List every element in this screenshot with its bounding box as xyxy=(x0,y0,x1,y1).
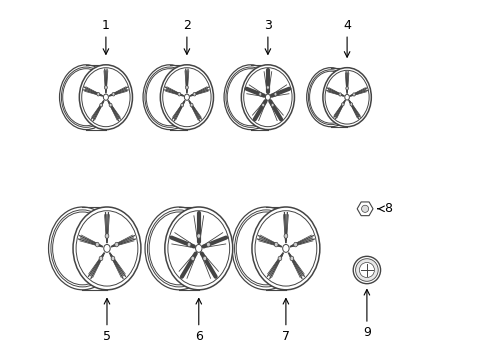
Ellipse shape xyxy=(105,234,109,238)
Ellipse shape xyxy=(104,86,107,89)
Ellipse shape xyxy=(103,94,108,100)
Ellipse shape xyxy=(261,103,264,107)
Text: 1: 1 xyxy=(102,19,110,32)
Ellipse shape xyxy=(79,65,132,130)
Ellipse shape xyxy=(112,93,115,96)
Ellipse shape xyxy=(278,256,281,261)
Ellipse shape xyxy=(274,242,278,247)
Ellipse shape xyxy=(266,86,269,89)
Text: 2: 2 xyxy=(183,19,190,32)
Ellipse shape xyxy=(178,93,181,96)
Ellipse shape xyxy=(352,93,355,96)
Ellipse shape xyxy=(241,65,294,130)
Text: 7: 7 xyxy=(281,330,289,343)
Text: 5: 5 xyxy=(103,330,111,343)
Ellipse shape xyxy=(164,207,232,290)
Text: 4: 4 xyxy=(343,19,350,32)
Ellipse shape xyxy=(115,242,118,247)
Ellipse shape xyxy=(97,93,100,96)
Ellipse shape xyxy=(355,259,377,281)
Ellipse shape xyxy=(103,244,110,252)
Ellipse shape xyxy=(100,103,102,107)
Ellipse shape xyxy=(352,256,380,284)
Ellipse shape xyxy=(73,207,141,290)
Ellipse shape xyxy=(361,205,368,212)
Ellipse shape xyxy=(203,256,206,261)
Ellipse shape xyxy=(265,94,270,100)
Ellipse shape xyxy=(109,103,112,107)
Ellipse shape xyxy=(181,103,183,107)
Ellipse shape xyxy=(190,256,194,261)
Ellipse shape xyxy=(95,242,99,247)
Text: 6: 6 xyxy=(194,330,203,343)
Ellipse shape xyxy=(344,94,349,100)
Ellipse shape xyxy=(190,103,193,107)
Ellipse shape xyxy=(111,256,115,261)
Ellipse shape xyxy=(160,65,213,130)
Ellipse shape xyxy=(282,244,288,252)
Text: 3: 3 xyxy=(264,19,271,32)
Ellipse shape xyxy=(359,262,374,278)
Ellipse shape xyxy=(184,94,189,100)
Ellipse shape xyxy=(193,93,196,96)
Ellipse shape xyxy=(273,93,276,96)
Ellipse shape xyxy=(270,103,273,107)
Ellipse shape xyxy=(258,93,261,96)
Ellipse shape xyxy=(206,242,210,247)
Ellipse shape xyxy=(293,242,297,247)
Ellipse shape xyxy=(99,256,102,261)
Text: 9: 9 xyxy=(362,327,370,339)
Ellipse shape xyxy=(197,234,200,238)
Ellipse shape xyxy=(284,234,287,238)
Ellipse shape xyxy=(349,103,352,106)
Ellipse shape xyxy=(289,256,293,261)
Text: 8: 8 xyxy=(384,202,392,215)
Ellipse shape xyxy=(341,103,344,106)
Ellipse shape xyxy=(185,86,188,89)
Ellipse shape xyxy=(187,242,191,247)
Ellipse shape xyxy=(195,244,202,252)
Ellipse shape xyxy=(338,93,341,96)
Ellipse shape xyxy=(322,68,370,127)
Ellipse shape xyxy=(345,87,348,90)
Ellipse shape xyxy=(251,207,319,290)
